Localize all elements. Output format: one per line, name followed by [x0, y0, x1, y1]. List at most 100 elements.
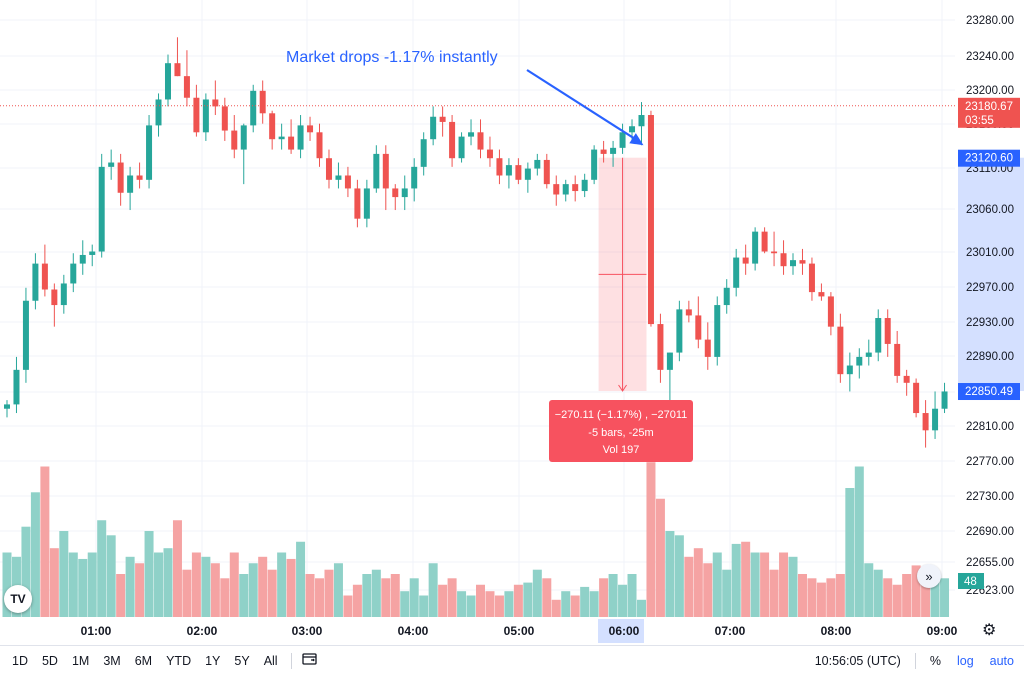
volume-bar [494, 595, 504, 617]
candle-body [183, 76, 190, 98]
time-axis[interactable]: 01:00 02:00 03:00 04:00 05:00 06:00 07:00 08:00… [81, 619, 958, 643]
candle [846, 352, 853, 392]
volume-bar [873, 569, 883, 617]
candle [932, 391, 939, 439]
time-axis-tick-label: 06:00 [609, 624, 640, 638]
candle-body [250, 90, 257, 126]
timeframe-1y[interactable]: 1Y [205, 653, 221, 668]
tradingview-logo[interactable]: TV [4, 585, 32, 613]
date-range-button[interactable] [301, 652, 318, 669]
crosshair-price-tag: 23120.60 [958, 149, 1020, 167]
price-chart[interactable]: Market drops -1.17% instantly −270.11 (−… [0, 0, 1024, 645]
candle [638, 102, 645, 146]
candle [752, 227, 759, 271]
candle-body [79, 254, 86, 264]
toolbar-divider [290, 652, 292, 669]
price-axis-tick-label: 22690.00 [966, 526, 1014, 538]
time-axis-tick-label: 01:00 [81, 624, 112, 638]
candle-body [420, 139, 427, 167]
volume-bar [400, 591, 410, 617]
timeframe-5d[interactable]: 5D [41, 653, 58, 668]
timeframe-6m[interactable]: 6M [134, 653, 153, 668]
timeframe-1d[interactable]: 1D [12, 653, 28, 668]
volume-bar [561, 591, 571, 617]
percent-scale-toggle[interactable]: % [929, 653, 941, 668]
candle-body [534, 159, 541, 169]
timeframe-all[interactable]: All [263, 653, 278, 668]
candle [515, 158, 522, 185]
toolbar-right-group: 10:56:05 (UTC) % log auto [807, 652, 1024, 669]
volume-bar [485, 591, 495, 617]
candle-body [174, 63, 181, 77]
candle-body [41, 263, 48, 290]
candle [894, 330, 901, 383]
candle-body [572, 184, 579, 192]
toolbar-divider [914, 652, 916, 669]
candle-body [903, 375, 910, 383]
time-axis-tick-label: 02:00 [187, 624, 218, 638]
measure-region [598, 157, 647, 392]
candle-body [875, 318, 882, 353]
candle [13, 356, 20, 414]
time-axis-range-highlight [598, 619, 644, 643]
candle [307, 116, 314, 141]
candle [827, 292, 834, 336]
crosshair-price-value: 23120.60 [965, 153, 1013, 165]
time-axis-tick-label: 08:00 [821, 624, 852, 638]
candle [837, 313, 844, 383]
price-axis-tick-label: 22655.00 [966, 557, 1014, 569]
volume-bars [2, 462, 950, 617]
volume-bar [97, 520, 107, 617]
volume-bar [267, 569, 277, 617]
timeframe-3m[interactable]: 3M [103, 653, 121, 668]
volume-bar [2, 552, 12, 617]
candle [373, 145, 380, 193]
candle-body [89, 251, 96, 255]
crosshair-price-tag-bg [958, 149, 1020, 167]
volume-bar [703, 563, 713, 617]
candle-body [458, 136, 465, 159]
clock-timezone[interactable]: 10:56:05 (UTC) [814, 653, 901, 668]
timeframe-1m[interactable]: 1M [71, 653, 90, 668]
candle [733, 248, 740, 297]
price-tags: 23180.67 03:55 23120.60 22850.49 48 [958, 97, 1020, 589]
volume-bar [476, 584, 485, 617]
timeframe-5y[interactable]: 5Y [234, 653, 250, 668]
candle-body [325, 158, 332, 180]
candle [51, 283, 58, 327]
auto-scale-toggle[interactable]: auto [989, 653, 1014, 668]
candle-body [98, 166, 105, 252]
candle-body [297, 125, 304, 150]
candle [591, 145, 598, 185]
scroll-to-realtime-button[interactable]: » [917, 564, 941, 588]
timeframe-ytd[interactable]: YTD [166, 653, 192, 668]
volume-bar [684, 556, 694, 617]
candle [212, 80, 219, 116]
measure-info-change: −270.11 (−1.17%) , −27011 [555, 409, 688, 421]
candle-body [4, 404, 10, 409]
candle-body [610, 147, 617, 154]
volume-bar [286, 558, 296, 617]
volume-bar [30, 492, 40, 617]
candle [799, 248, 806, 275]
candle-body [117, 162, 124, 193]
price-axis-tick-label: 22930.00 [966, 317, 1014, 329]
candle-body [231, 130, 238, 150]
volume-value: 48 [964, 576, 977, 588]
candle-body [837, 326, 844, 375]
candle [146, 115, 153, 189]
volume-bar [930, 574, 940, 617]
volume-bar [816, 582, 826, 617]
chart-settings-button[interactable]: ⚙ [982, 620, 996, 640]
candle-body [505, 165, 512, 176]
candle-body [127, 175, 134, 193]
candle-body [647, 115, 654, 325]
log-scale-toggle[interactable]: log [956, 653, 974, 668]
bottom-toolbar: 1D 5D 1M 3M 6M YTD 1Y 5Y All 10:56:05 (U… [0, 645, 1024, 675]
volume-bar [845, 488, 855, 617]
candle-body [790, 260, 797, 267]
candle [468, 119, 475, 146]
grid [0, 0, 955, 617]
volume-bar [618, 584, 628, 617]
candle [354, 179, 361, 228]
